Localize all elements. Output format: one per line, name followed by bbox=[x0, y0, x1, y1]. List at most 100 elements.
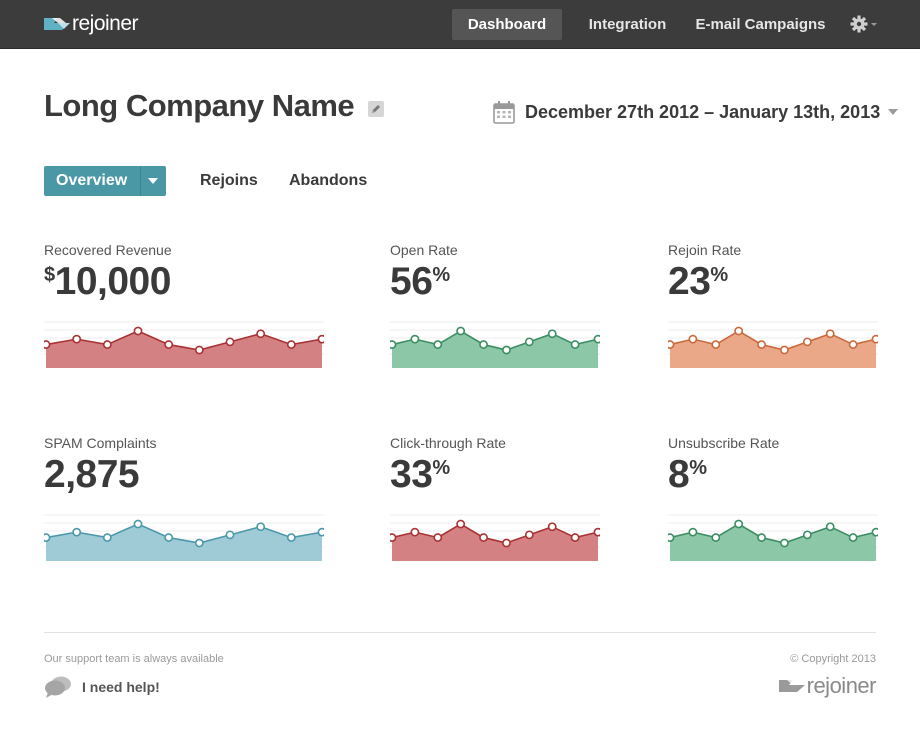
metric-suffix: % bbox=[432, 457, 450, 479]
footer-brand-name: rejoiner bbox=[806, 673, 877, 698]
metric-label: SPAM Complaints bbox=[44, 435, 157, 451]
sparkline-point bbox=[410, 334, 420, 344]
sparkline-point bbox=[688, 334, 698, 344]
sparkline-point bbox=[133, 519, 143, 529]
sparkline-point bbox=[802, 530, 812, 540]
sparkline-point bbox=[593, 334, 600, 344]
sparkline-area bbox=[46, 524, 322, 561]
metric-label: Recovered Revenue bbox=[44, 242, 172, 258]
sparkline-area bbox=[46, 331, 322, 368]
nav-dashboard[interactable]: Dashboard bbox=[452, 9, 562, 40]
sparkline-point bbox=[502, 538, 511, 548]
metric-number: 10,000 bbox=[54, 260, 172, 303]
metric-number: 8 bbox=[668, 453, 690, 496]
sparkline-point bbox=[390, 533, 397, 542]
rejoiner-logo-icon bbox=[44, 18, 70, 30]
sparkline-line bbox=[391, 330, 599, 351]
sparkline-point bbox=[825, 522, 835, 532]
tab-divider bbox=[140, 166, 141, 196]
sparkline-point bbox=[164, 340, 174, 349]
tab-rejoins[interactable]: Rejoins bbox=[200, 172, 258, 189]
metric-value: 33% bbox=[390, 453, 450, 497]
metric-number: 2,875 bbox=[44, 453, 140, 496]
copyright: © Copyright 2013 bbox=[790, 653, 876, 665]
date-range-picker[interactable]: December 27th 2012 – January 13th, 2013 bbox=[493, 99, 899, 125]
sparkline-point bbox=[871, 334, 878, 344]
chevron-down-icon bbox=[888, 109, 899, 115]
metric-card: Unsubscribe Rate 8% bbox=[668, 435, 920, 585]
sparkline-point bbox=[456, 519, 466, 529]
metric-card: SPAM Complaints 2,875 bbox=[44, 435, 344, 585]
edit-company-button[interactable] bbox=[368, 101, 384, 117]
rejoiner-logo-icon bbox=[778, 680, 805, 692]
footer-logo: rejoiner bbox=[778, 673, 877, 699]
metric-number: 56 bbox=[390, 260, 433, 303]
metric-card: Click-through Rate 33% bbox=[390, 435, 690, 585]
sparkline-chart bbox=[390, 321, 600, 368]
sparkline-chart bbox=[390, 514, 600, 561]
chevron-down-icon[interactable] bbox=[148, 178, 158, 184]
sparkline-area bbox=[392, 331, 598, 368]
chat-bubble-icon bbox=[45, 676, 71, 698]
sparkline-point bbox=[286, 340, 296, 349]
help-link[interactable]: I need help! bbox=[44, 675, 160, 699]
metric-value: 8% bbox=[668, 453, 707, 497]
sparkline-point bbox=[286, 533, 296, 542]
metric-value: 56% bbox=[390, 260, 450, 304]
sparkline-chart bbox=[668, 514, 878, 561]
sparkline-point bbox=[734, 326, 744, 336]
settings-menu[interactable] bbox=[850, 14, 878, 34]
sparkline-point bbox=[225, 530, 235, 540]
metric-label: Unsubscribe Rate bbox=[668, 435, 780, 451]
sparkline-point bbox=[479, 340, 488, 349]
sparkline-point bbox=[433, 533, 443, 542]
sparkline-chart bbox=[44, 321, 324, 368]
sparkline-point bbox=[848, 533, 858, 542]
sparkline-point bbox=[317, 527, 324, 537]
sparkline-point bbox=[44, 340, 51, 349]
sparkline-area bbox=[670, 524, 876, 561]
metric-suffix: % bbox=[689, 457, 707, 479]
sparkline-point bbox=[547, 522, 557, 532]
sparkline-point bbox=[433, 340, 443, 349]
sparkline-point bbox=[390, 340, 397, 349]
sparkline-line bbox=[391, 523, 599, 544]
metric-card: Recovered Revenue $10,000 bbox=[44, 242, 344, 392]
tab-overview[interactable]: Overview bbox=[44, 166, 166, 196]
sparkline-point bbox=[194, 345, 204, 355]
gear-icon bbox=[850, 15, 877, 33]
brand-logo[interactable]: rejoiner bbox=[44, 12, 139, 36]
metric-number: 33 bbox=[390, 453, 433, 496]
nav-integration[interactable]: Integration bbox=[588, 16, 667, 33]
metric-suffix: % bbox=[710, 264, 728, 286]
metric-label: Open Rate bbox=[390, 242, 458, 258]
sparkline-point bbox=[133, 326, 143, 336]
metric-label: Rejoin Rate bbox=[668, 242, 742, 258]
tab-abandons[interactable]: Abandons bbox=[289, 172, 368, 189]
sparkline-point bbox=[524, 337, 534, 347]
sparkline-line bbox=[45, 523, 323, 544]
sparkline-point bbox=[593, 527, 600, 537]
sparkline-point bbox=[72, 527, 82, 537]
sparkline-point bbox=[825, 329, 835, 339]
sparkline-line bbox=[669, 330, 877, 351]
sparkline-point bbox=[871, 527, 878, 537]
metric-number: 23 bbox=[668, 260, 711, 303]
sparkline-point bbox=[410, 527, 420, 537]
date-range-label: December 27th 2012 – January 13th, 2013 bbox=[525, 101, 881, 122]
sparkline-point bbox=[780, 345, 789, 355]
sparkline-point bbox=[524, 530, 534, 540]
chevron-down-icon bbox=[871, 23, 877, 26]
sparkline-point bbox=[757, 340, 766, 349]
metric-value: 23% bbox=[668, 260, 728, 304]
sparkline-point bbox=[711, 533, 721, 542]
sparkline-point bbox=[456, 326, 466, 336]
sparkline-point bbox=[479, 533, 488, 542]
sparkline-line bbox=[669, 523, 877, 544]
nav-email-campaigns[interactable]: E-mail Campaigns bbox=[695, 16, 826, 33]
support-text: Our support team is always available bbox=[44, 653, 224, 665]
metric-value: 2,875 bbox=[44, 453, 140, 497]
metric-card: Rejoin Rate 23% bbox=[668, 242, 920, 392]
sparkline-point bbox=[256, 329, 266, 339]
page-title: Long Company Name bbox=[44, 88, 355, 123]
